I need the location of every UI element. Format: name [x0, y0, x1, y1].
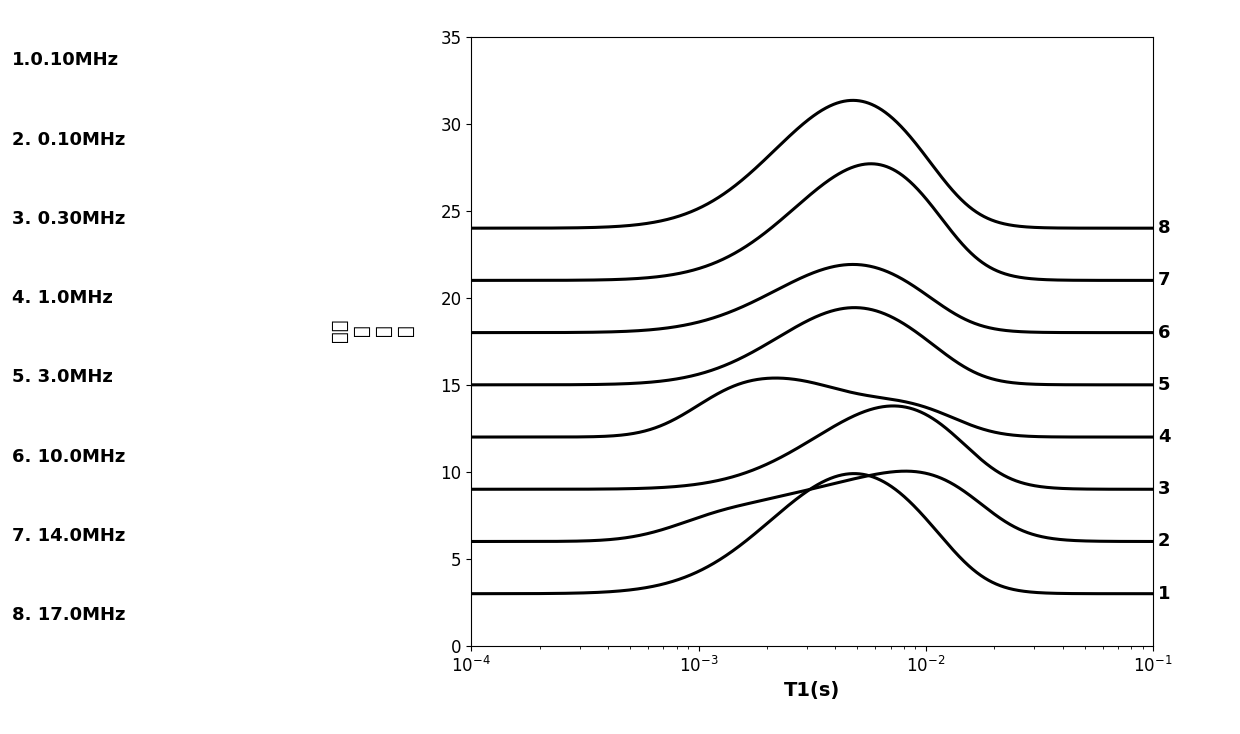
- Text: 7: 7: [1158, 272, 1171, 289]
- Text: 6. 10.0MHz: 6. 10.0MHz: [12, 448, 125, 466]
- Text: 4. 1.0MHz: 4. 1.0MHz: [12, 289, 113, 308]
- Text: 4: 4: [1158, 428, 1171, 446]
- Text: 频率
的
分
布: 频率 的 分 布: [330, 319, 414, 342]
- Text: 2. 0.10MHz: 2. 0.10MHz: [12, 131, 125, 149]
- Text: 5: 5: [1158, 376, 1171, 394]
- Text: 1: 1: [1158, 585, 1171, 603]
- Text: 3: 3: [1158, 480, 1171, 498]
- Text: 8. 17.0MHz: 8. 17.0MHz: [12, 606, 126, 625]
- X-axis label: T1(s): T1(s): [784, 681, 841, 700]
- Text: 7. 14.0MHz: 7. 14.0MHz: [12, 527, 125, 545]
- Text: 1.0.10MHz: 1.0.10MHz: [12, 51, 119, 70]
- Text: 8: 8: [1158, 219, 1171, 237]
- Text: 5. 3.0MHz: 5. 3.0MHz: [12, 368, 113, 387]
- Text: 2: 2: [1158, 532, 1171, 550]
- Text: 3. 0.30MHz: 3. 0.30MHz: [12, 210, 125, 228]
- Text: 6: 6: [1158, 324, 1171, 341]
